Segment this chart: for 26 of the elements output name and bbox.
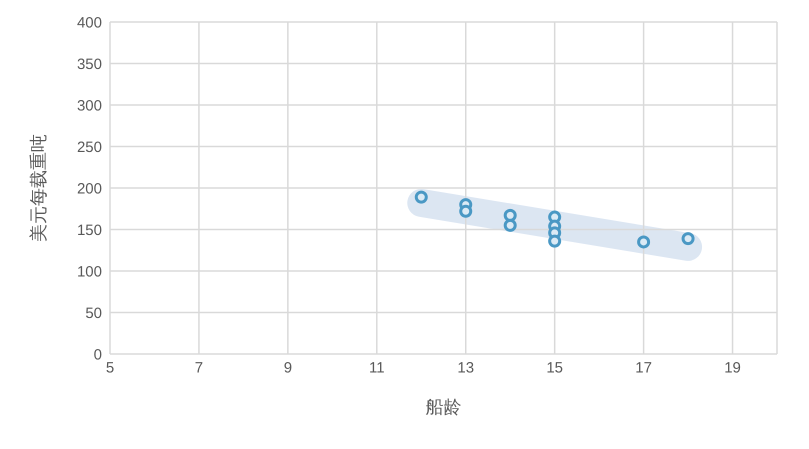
point — [682, 232, 695, 246]
x-tick-label: 17 — [635, 360, 652, 377]
x-tick-label: 11 — [369, 360, 385, 377]
y-tick-label: 150 — [76, 222, 102, 239]
x-tick-label: 9 — [284, 360, 292, 377]
x-axis-title: 船龄 — [426, 397, 462, 418]
x-tick-label: 7 — [194, 360, 204, 377]
y-axis-title: 美元每载重吨 — [28, 134, 50, 242]
x-tick-label: 5 — [106, 360, 114, 377]
y-tick-label: 250 — [76, 138, 102, 156]
y-tick-label: 350 — [76, 56, 102, 73]
point — [459, 204, 472, 218]
y-tick-label: 0 — [94, 346, 102, 364]
point — [637, 235, 650, 248]
y-tick-label: 300 — [76, 97, 102, 114]
x-tick-label: 19 — [724, 360, 741, 377]
y-tick-label: 100 — [76, 263, 102, 280]
x-tick-label: 13 — [457, 360, 474, 377]
point — [414, 190, 428, 204]
point — [504, 208, 517, 222]
y-tick-label: 50 — [85, 304, 102, 322]
x-tick-label: 15 — [546, 360, 564, 377]
y-tick-label: 200 — [76, 180, 102, 198]
point — [548, 234, 562, 248]
point — [504, 218, 517, 232]
y-tick-label: 400 — [76, 14, 102, 32]
